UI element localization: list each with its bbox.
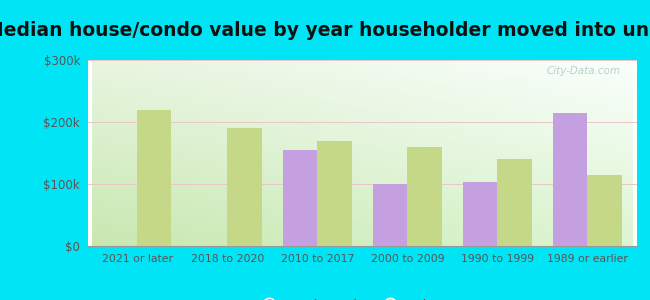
Text: Median house/condo value by year householder moved into unit: Median house/condo value by year househo…: [0, 21, 650, 40]
Bar: [497, 159, 532, 246]
Bar: [317, 141, 352, 246]
Bar: [588, 175, 621, 246]
Bar: [553, 113, 588, 246]
Text: City-Data.com: City-Data.com: [547, 66, 621, 76]
Legend: Traskwood, Arkansas: Traskwood, Arkansas: [250, 293, 474, 300]
Bar: [137, 110, 172, 246]
Bar: [408, 147, 441, 246]
Bar: [373, 184, 408, 246]
Bar: [463, 182, 497, 246]
Bar: [283, 150, 317, 246]
Bar: [227, 128, 261, 246]
